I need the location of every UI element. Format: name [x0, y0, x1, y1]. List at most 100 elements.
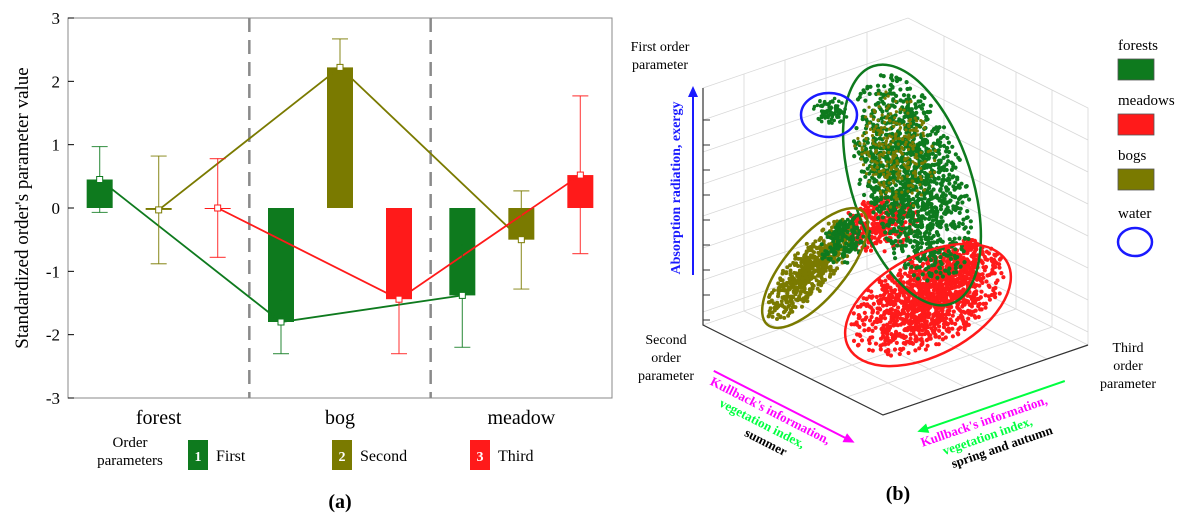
data-point [820, 280, 825, 285]
legend-item: meadows [1117, 93, 1175, 136]
legend-swatch [1117, 58, 1155, 81]
data-point [888, 82, 894, 87]
data-point [938, 255, 943, 260]
data-point [976, 314, 981, 320]
data-point [840, 101, 844, 105]
data-point [866, 152, 870, 156]
data-point [907, 137, 911, 141]
data-point [893, 297, 899, 302]
data-point [953, 266, 958, 271]
data-point [881, 334, 886, 339]
bar-number: 3 [213, 370, 222, 390]
data-point [921, 261, 926, 266]
data-point [917, 306, 922, 311]
y-tick-label: -2 [46, 326, 60, 345]
data-point [915, 189, 919, 193]
data-point [882, 168, 886, 172]
data-point [979, 289, 984, 294]
data-point [956, 155, 961, 160]
data-point [898, 231, 903, 236]
data-point [879, 116, 884, 121]
data-point [962, 236, 968, 241]
data-point [879, 152, 883, 156]
legend-label: Second [360, 448, 407, 465]
data-point [890, 278, 895, 283]
data-point [882, 150, 886, 154]
data-point [780, 278, 785, 283]
data-point [895, 229, 900, 234]
data-point [830, 121, 834, 125]
data-point [925, 140, 930, 145]
axis-second-line1: Second [645, 333, 686, 348]
data-point [991, 286, 996, 291]
data-point [782, 315, 787, 320]
left-annotation: Kullback's information, vegetation index… [708, 370, 855, 459]
data-point [939, 239, 944, 244]
data-point [906, 350, 911, 356]
data-point [915, 240, 920, 245]
data-point [882, 172, 886, 176]
data-point [950, 313, 955, 318]
data-point [768, 306, 773, 311]
data-point [910, 244, 916, 249]
data-point [884, 140, 888, 144]
data-point [876, 92, 881, 96]
mean-marker [517, 236, 525, 244]
data-point [927, 201, 932, 206]
data-point [956, 315, 961, 320]
data-point [942, 196, 947, 202]
data-point [898, 87, 903, 92]
data-point [941, 325, 947, 330]
data-point [957, 280, 962, 285]
data-point [918, 183, 922, 187]
data-point [901, 280, 906, 285]
data-point [901, 215, 906, 221]
data-point [871, 138, 875, 142]
data-point [845, 247, 850, 252]
axis-third-line2: order [1113, 359, 1143, 374]
data-point [836, 257, 841, 261]
data-point [900, 152, 905, 156]
data-point [929, 174, 934, 178]
data-point [862, 108, 867, 113]
data-point [823, 262, 828, 267]
data-point [899, 300, 904, 305]
data-point [940, 317, 945, 322]
data-point [903, 143, 907, 147]
data-point [893, 116, 897, 120]
data-point [808, 287, 812, 292]
data-point [876, 118, 880, 122]
data-point [836, 240, 841, 245]
legend-number: 2 [339, 450, 346, 465]
data-point [899, 311, 904, 316]
data-point [767, 295, 772, 299]
legend-swatch [1116, 226, 1154, 258]
data-point [892, 181, 896, 185]
data-point [937, 224, 942, 229]
data-point [937, 125, 942, 130]
data-point [940, 219, 945, 224]
data-point [868, 127, 873, 131]
tick-marks [703, 119, 710, 321]
data-point [916, 99, 921, 104]
data-point [947, 237, 952, 242]
data-point [986, 294, 992, 299]
data-point [953, 256, 958, 261]
data-point [804, 294, 808, 299]
data-point [934, 181, 939, 186]
data-point [919, 197, 925, 202]
data-point [919, 221, 924, 226]
data-point [879, 128, 883, 132]
data-point [775, 317, 779, 321]
data-point [888, 339, 894, 344]
data-point [885, 223, 890, 228]
data-point [885, 309, 890, 314]
bar-number: 1 [95, 370, 104, 390]
data-point [890, 166, 894, 170]
data-point [882, 310, 887, 315]
mean-marker [395, 295, 403, 303]
data-point [955, 200, 960, 206]
data-point [950, 326, 955, 331]
data-point [907, 86, 913, 91]
data-point [861, 88, 866, 93]
